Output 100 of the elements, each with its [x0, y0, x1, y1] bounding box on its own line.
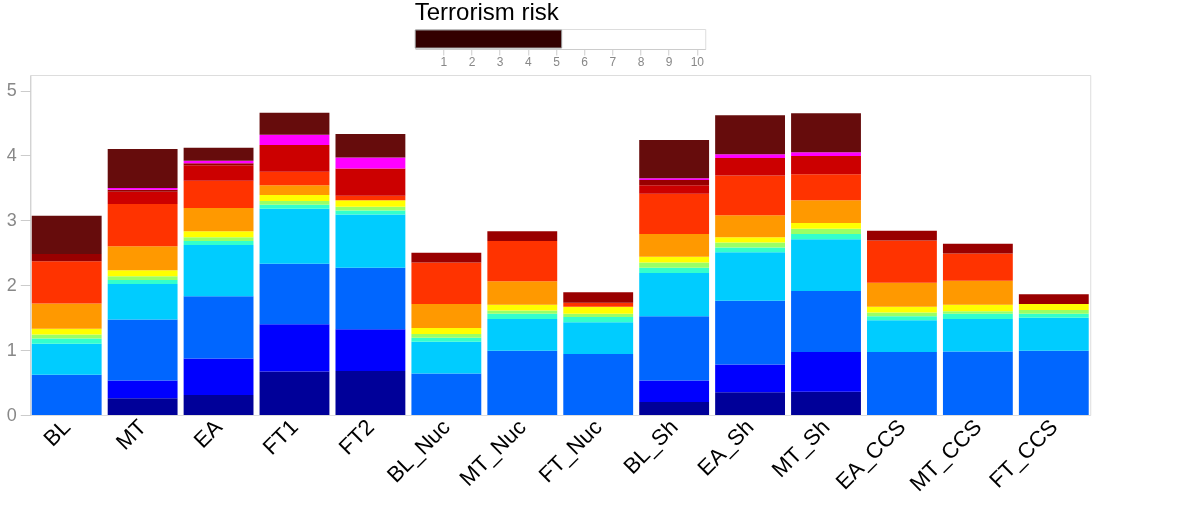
bar [791, 228, 861, 234]
x-tick-label: 7 [609, 54, 617, 69]
bar [791, 291, 861, 353]
bar [259, 171, 330, 186]
x-tick-label: 1 [440, 54, 448, 69]
bar [411, 304, 482, 329]
bar [791, 152, 861, 157]
x-tick-label: FT2 [333, 414, 379, 460]
bar [335, 370, 406, 415]
bar [183, 358, 254, 395]
bar [335, 210, 406, 215]
bar [31, 343, 102, 375]
bar [942, 280, 1013, 305]
x-tick-label: 6 [581, 54, 589, 69]
x-tick-label: MT [110, 414, 152, 455]
bar [563, 322, 634, 355]
bar [867, 352, 937, 415]
bar [487, 231, 558, 242]
x-tick-label: 3 [496, 54, 504, 69]
bar [107, 270, 178, 277]
x-tick-label: EA [188, 414, 228, 453]
bar [639, 233, 710, 257]
bar [715, 392, 786, 415]
bar [107, 148, 178, 188]
bar [791, 113, 861, 153]
bar [487, 281, 558, 305]
bar [942, 253, 1013, 281]
bar [259, 204, 330, 209]
x-tick-label: 9 [665, 54, 673, 69]
bar [183, 237, 254, 242]
bar [715, 158, 786, 176]
bar [183, 296, 254, 359]
bar [487, 313, 558, 319]
bar [867, 230, 937, 241]
bar [259, 208, 330, 264]
y-tick-label: 2 [6, 274, 17, 295]
x-tick-label: FT1 [257, 414, 303, 460]
bar [791, 352, 861, 392]
bar [335, 157, 406, 169]
bar [411, 262, 482, 305]
x-tick-label: 4 [525, 54, 533, 69]
bar [715, 242, 786, 248]
bar [411, 333, 482, 338]
bar [639, 402, 710, 415]
bar [639, 193, 710, 234]
bar [183, 208, 254, 232]
bar [107, 398, 178, 415]
bar [867, 240, 937, 283]
bar [411, 252, 482, 263]
bar [639, 316, 710, 381]
bar [563, 313, 634, 318]
bar [31, 374, 102, 415]
bar [1018, 350, 1089, 415]
bar [1018, 304, 1089, 310]
bar [259, 324, 330, 372]
bar [715, 215, 786, 238]
bar [791, 174, 861, 201]
bar [791, 156, 861, 175]
x-tick-label: 5 [553, 54, 561, 69]
bar [715, 154, 786, 159]
bar [183, 165, 254, 181]
bar [183, 147, 254, 161]
bar [715, 237, 786, 243]
bar [107, 283, 178, 320]
bar [335, 134, 406, 158]
bar [335, 200, 406, 207]
chart-title: Terrorism risk [414, 0, 560, 25]
bar [1018, 313, 1089, 318]
bar [715, 252, 786, 301]
bar [335, 214, 406, 268]
bar [259, 134, 330, 146]
bar [1018, 317, 1089, 351]
bar [107, 246, 178, 271]
bar [639, 380, 710, 403]
bar [487, 241, 558, 282]
bar [1018, 309, 1089, 314]
bar [411, 373, 482, 415]
bar [183, 241, 254, 245]
bar [411, 337, 482, 342]
bar [563, 306, 634, 314]
y-tick-label: 1 [6, 339, 17, 360]
y-tick-label: 5 [6, 80, 17, 101]
bar [259, 263, 330, 325]
y-tick-label: 4 [6, 144, 17, 165]
bar [183, 394, 254, 415]
bar [639, 272, 710, 317]
bar [942, 243, 1013, 254]
bar [335, 267, 406, 330]
bar [791, 200, 861, 223]
bar [31, 328, 102, 335]
bar [563, 302, 634, 307]
bar [563, 354, 634, 415]
bar [639, 267, 710, 273]
bar [791, 222, 861, 229]
x-tick-label: 8 [637, 54, 645, 69]
bar [639, 139, 710, 179]
bar [259, 200, 330, 205]
bar [107, 204, 178, 247]
bar [867, 316, 937, 321]
bar [639, 256, 710, 263]
